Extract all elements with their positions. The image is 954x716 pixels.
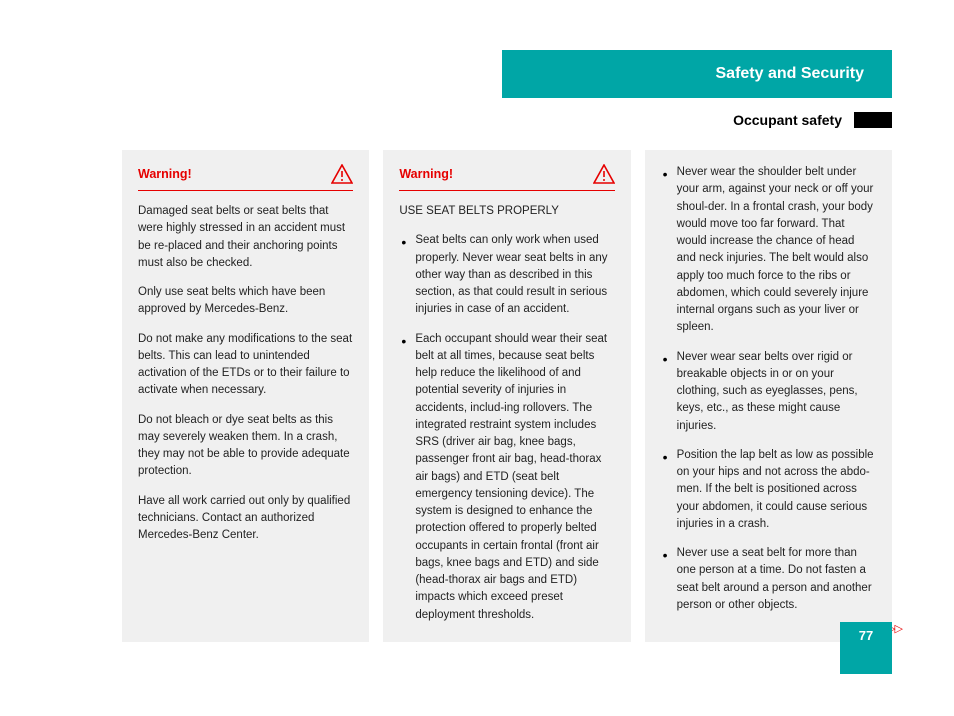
warning-label: Warning! — [399, 165, 453, 184]
list-item: Never wear the shoulder belt under your … — [661, 164, 876, 337]
content-columns: Warning! Damaged seat belts or seat belt… — [122, 150, 892, 642]
bullet-list: Never wear the shoulder belt under your … — [661, 164, 876, 614]
warning-panel-2: Warning! USE SEAT BELTS PROPERLY Seat be… — [383, 150, 630, 642]
list-item: Each occupant should wear their seat bel… — [399, 331, 614, 624]
body-text: Have all work carried out only by qualif… — [138, 493, 353, 545]
warning-header: Warning! — [138, 164, 353, 191]
thumb-tab — [854, 112, 892, 128]
warning-panel-3: Never wear the shoulder belt under your … — [645, 150, 892, 642]
bullet-list: Seat belts can only work when used prope… — [399, 232, 614, 624]
section-title: Occupant safety — [733, 112, 842, 128]
warning-label: Warning! — [138, 165, 192, 184]
warning-triangle-icon — [593, 164, 615, 184]
body-text: Damaged seat belts or seat belts that we… — [138, 203, 353, 272]
list-item: Seat belts can only work when used prope… — [399, 232, 614, 318]
section-header-row: Occupant safety — [733, 112, 892, 128]
page-number: 77 — [859, 628, 873, 643]
body-text: Do not make any modifications to the sea… — [138, 331, 353, 400]
list-item: Never use a seat belt for more than one … — [661, 545, 876, 614]
list-item: Position the lap belt as low as possible… — [661, 447, 876, 533]
warning-panel-1: Warning! Damaged seat belts or seat belt… — [122, 150, 369, 642]
page-number-box: 77 — [840, 622, 892, 674]
subheading: USE SEAT BELTS PROPERLY — [399, 203, 614, 220]
body-text: Only use seat belts which have been appr… — [138, 284, 353, 319]
body-text: Do not bleach or dye seat belts as this … — [138, 412, 353, 481]
list-item: Never wear sear belts over rigid or brea… — [661, 349, 876, 435]
warning-triangle-icon — [331, 164, 353, 184]
chapter-header: Safety and Security — [502, 50, 892, 98]
warning-header: Warning! — [399, 164, 614, 191]
chapter-title: Safety and Security — [716, 65, 865, 83]
